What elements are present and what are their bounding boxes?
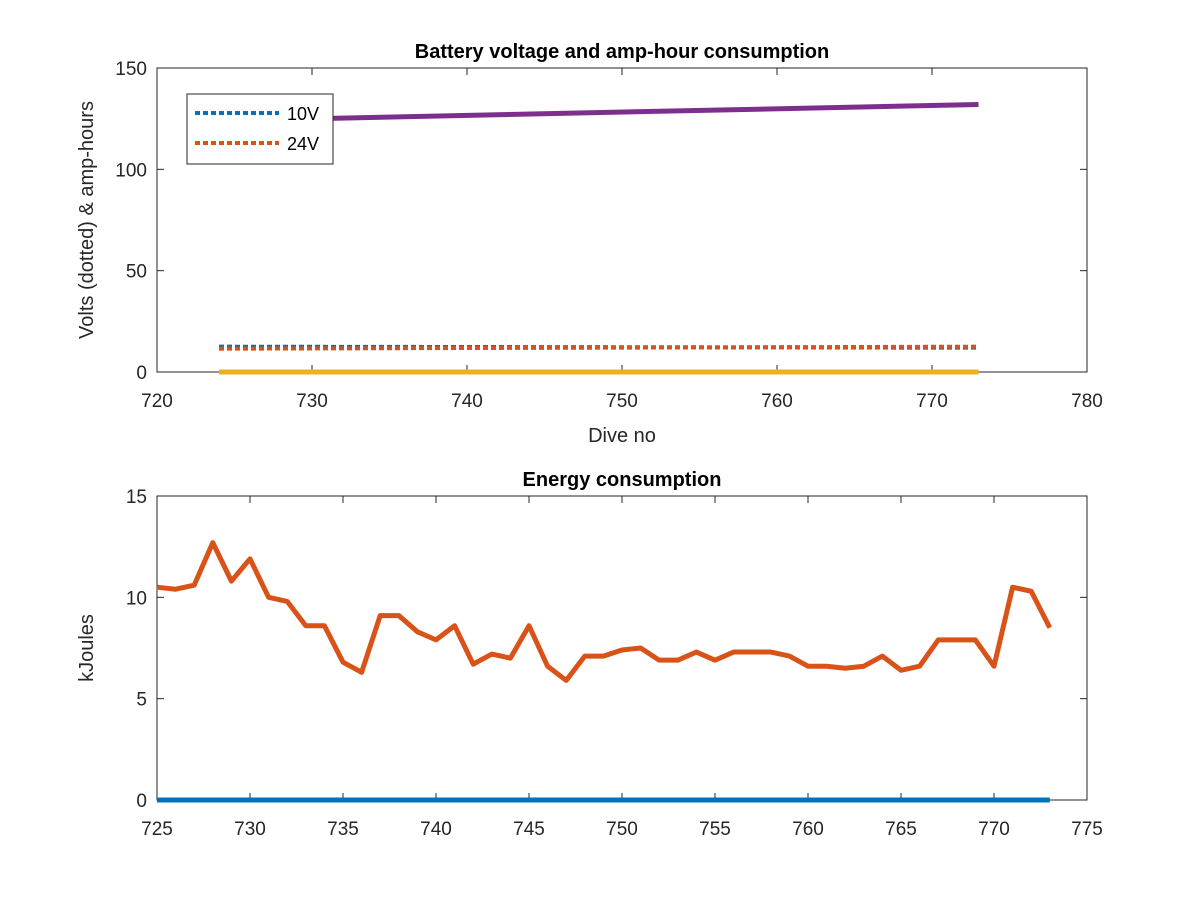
- x-tick-label: 730: [234, 819, 266, 840]
- y-tick-label: 150: [115, 59, 147, 80]
- x-tick-label: 725: [141, 819, 173, 840]
- y-tick-label: 5: [136, 690, 147, 711]
- energy-consumption-chart: Energy consumption kJoules 725 730 735 740 7…: [76, 469, 1103, 840]
- x-tick-label: 745: [513, 819, 545, 840]
- chart-title: Energy consumption: [523, 469, 722, 491]
- legend: 10V 24V: [186, 93, 334, 165]
- x-tick-label: 770: [978, 819, 1010, 840]
- legend-entry-label: 24V: [287, 134, 319, 154]
- x-tick-label: 735: [327, 819, 359, 840]
- y-tick-label: 100: [115, 160, 147, 181]
- chart-title: Battery voltage and amp-hour consumption: [415, 41, 829, 63]
- x-tick-label: 740: [420, 819, 452, 840]
- x-tick-label: 720: [141, 391, 173, 412]
- y-axis-label: Volts (dotted) & amp-hours: [76, 101, 98, 339]
- voltage-amp-hour-chart: Battery voltage and amp-hour consumption…: [76, 41, 1103, 447]
- y-tick-label: 50: [126, 262, 147, 283]
- x-tick-label: 780: [1071, 391, 1103, 412]
- y-tick-label: 0: [136, 363, 147, 384]
- x-tick-label: 750: [606, 391, 638, 412]
- x-tick-label: 760: [792, 819, 824, 840]
- series-line-1: [156, 540, 1053, 683]
- series-line-3: [218, 101, 979, 124]
- x-tick-label: 730: [296, 391, 328, 412]
- y-axis-label: kJoules: [76, 614, 98, 682]
- y-tick-label: 0: [136, 791, 147, 812]
- legend-entry-label: 10V: [287, 104, 319, 124]
- series-line-24v: [218, 344, 979, 351]
- x-axis-label: Dive no: [588, 425, 656, 447]
- x-tick-label: 775: [1071, 819, 1103, 840]
- legend-box: [186, 93, 334, 165]
- x-tick-label: 765: [885, 819, 917, 840]
- y-tick-label: 10: [126, 588, 147, 609]
- x-tick-label: 770: [916, 391, 948, 412]
- x-tick-label: 760: [761, 391, 793, 412]
- x-tick-label: 755: [699, 819, 731, 840]
- y-tick-label: 15: [126, 487, 147, 508]
- x-tick-label: 740: [451, 391, 483, 412]
- x-tick-label: 750: [606, 819, 638, 840]
